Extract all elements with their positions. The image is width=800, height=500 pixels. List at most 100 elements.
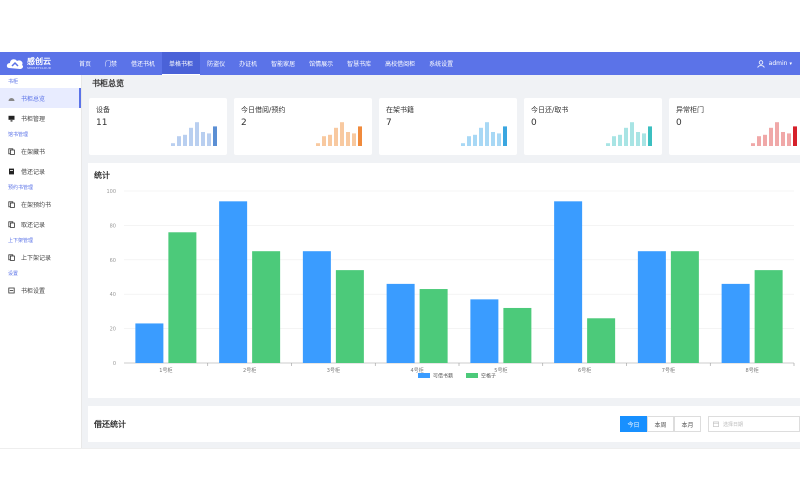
sparkline-bar <box>358 126 362 146</box>
summary-card[interactable]: 设备 11 <box>89 98 227 155</box>
user-menu[interactable]: admin ▾ <box>757 52 792 75</box>
nav-menu: 首页 门禁 借还书机 单格书柜 防盗仪 办证机 智能家居 馆情展示 智慧书库 高校借阅柜 系统设置 <box>72 52 460 75</box>
summary-card[interactable]: 异常柜门 0 <box>669 98 800 155</box>
sparkline-bar <box>630 122 634 146</box>
sidebar-item[interactable]: 取还记录 <box>0 214 81 234</box>
summary-card[interactable]: 在架书籍 7 <box>379 98 517 155</box>
sidebar: 书柜 书柜总览 书柜管理 馆书管理 在架藏书 借还记录 预约书管理 在架预约书 取还记录 上下架管… <box>0 75 82 448</box>
y-tick-label: 80 <box>110 223 116 229</box>
sidebar-item[interactable]: 在架预约书 <box>0 194 81 214</box>
bar-empty-slots <box>252 251 281 363</box>
nav-item[interactable]: 借还书机 <box>131 61 156 68</box>
sidebar-item[interactable]: 书柜总览 <box>0 88 81 108</box>
bar-chart: 0 20 40 60 80 100 1号柜 2号柜 3号柜 4号柜 5号柜 6号柜 7号柜 8号柜可借书籍… <box>106 189 795 380</box>
sparkline-bar <box>636 132 640 146</box>
card-label: 今日借阅/预约 <box>241 106 286 114</box>
nav-item[interactable]: 系统设置 <box>429 61 454 68</box>
sparkline-bar <box>316 143 320 146</box>
sidebar-item-label: 在架预约书 <box>21 201 52 209</box>
sidebar-group-title: 馆书管理 <box>8 132 29 138</box>
x-tick-label: 6号柜 <box>578 367 591 374</box>
nav-item[interactable]: 首页 <box>79 61 92 68</box>
sidebar-group-title: 设置 <box>8 271 19 277</box>
sidebar-group-title: 上下架管理 <box>8 238 34 244</box>
summary-card[interactable]: 今日借阅/预约 2 <box>234 98 372 155</box>
sidebar-item[interactable]: 借还记录 <box>0 161 81 181</box>
summary-card[interactable]: 今日还/取书 0 <box>524 98 662 155</box>
nav-item[interactable]: 单格书柜 <box>162 52 201 75</box>
sparkline-bar <box>461 143 465 146</box>
sidebar-group-title: 预约书管理 <box>8 185 34 191</box>
sparkline-bar <box>473 134 477 146</box>
legend-label: 空格子 <box>481 373 496 380</box>
brand-logo[interactable]: 感创云 SENSETCLOUD <box>0 52 72 75</box>
bar-empty-slots <box>670 251 699 363</box>
sidebar-item[interactable]: 书柜管理 <box>0 108 81 128</box>
sidebar-item[interactable]: 书柜设置 <box>0 280 81 300</box>
username: admin <box>768 60 788 67</box>
y-tick-label: 40 <box>110 292 116 298</box>
y-tick-label: 0 <box>113 361 116 367</box>
date-picker-input[interactable]: 选择日期 <box>708 416 800 432</box>
bar-available-books <box>470 299 499 363</box>
sparkline-bar <box>769 127 773 146</box>
settings-icon <box>8 287 15 294</box>
sparkline-bar <box>751 143 755 146</box>
main-content: 书柜总览 设备 11 今日借阅/预约 2 在架书籍 7 今日还/取书 0 异常柜门 0 统计 0 2… <box>82 75 800 448</box>
borrow-stats-panel: 借还统计 今日 本周 本月 选择日期 <box>88 406 800 442</box>
bar-empty-slots <box>503 307 532 363</box>
x-tick-label: 5号柜 <box>494 367 507 374</box>
sparkline-bar <box>485 122 489 146</box>
y-tick-label: 100 <box>106 189 116 195</box>
period-tab[interactable]: 本周 <box>647 416 674 432</box>
sparkline-bar <box>757 136 761 146</box>
sparkline-bar <box>171 143 175 146</box>
nav-item[interactable]: 高校借阅柜 <box>385 61 416 68</box>
sparkline-bar <box>328 134 332 146</box>
record-icon <box>8 168 15 175</box>
sparkline-bar <box>213 126 217 146</box>
bar-available-books <box>386 283 415 363</box>
bar-empty-slots <box>587 318 616 363</box>
sparkline-chart <box>461 122 507 146</box>
page-title: 书柜总览 <box>92 79 124 88</box>
sparkline-bar <box>491 132 495 146</box>
sparkline-bar <box>189 127 193 146</box>
cloud-logo-icon <box>6 58 24 69</box>
nav-item[interactable]: 门禁 <box>105 61 118 68</box>
sparkline-bar <box>763 134 767 146</box>
sidebar-item[interactable]: 上下架记录 <box>0 247 81 267</box>
period-tab[interactable]: 今日 <box>620 416 647 432</box>
sparkline-bar <box>781 132 785 146</box>
sparkline-bar <box>183 134 187 146</box>
bar-empty-slots <box>168 232 197 363</box>
sparkline-bar <box>775 122 779 146</box>
card-value: 11 <box>96 118 108 128</box>
card-label: 异常柜门 <box>676 106 704 114</box>
book-icon <box>8 200 15 208</box>
bar-available-books <box>637 251 666 363</box>
nav-item[interactable]: 防盗仪 <box>207 61 226 68</box>
borrow-stats-title: 借还统计 <box>94 420 126 429</box>
date-placeholder: 选择日期 <box>723 421 744 428</box>
nav-item[interactable]: 办证机 <box>239 61 258 68</box>
sparkline-bar <box>467 136 471 146</box>
y-tick-label: 20 <box>110 327 116 333</box>
book-icon <box>8 147 15 155</box>
card-label: 设备 <box>96 106 110 114</box>
sparkline-chart <box>171 122 217 146</box>
x-tick-label: 3号柜 <box>327 367 340 374</box>
dashboard-icon <box>8 95 15 102</box>
legend-swatch <box>418 373 430 378</box>
sparkline-bar <box>207 133 211 146</box>
sidebar-item-label: 书柜管理 <box>21 115 46 123</box>
nav-item[interactable]: 智能家居 <box>271 61 296 68</box>
sparkline-bar <box>787 133 791 146</box>
nav-item[interactable]: 馆情展示 <box>309 61 334 68</box>
sparkline-bar <box>503 126 507 146</box>
y-tick-label: 60 <box>110 258 116 264</box>
period-tab[interactable]: 本月 <box>674 416 701 432</box>
x-tick-label: 1号柜 <box>159 367 172 374</box>
nav-item[interactable]: 智慧书库 <box>347 61 372 68</box>
sidebar-item[interactable]: 在架藏书 <box>0 141 81 161</box>
